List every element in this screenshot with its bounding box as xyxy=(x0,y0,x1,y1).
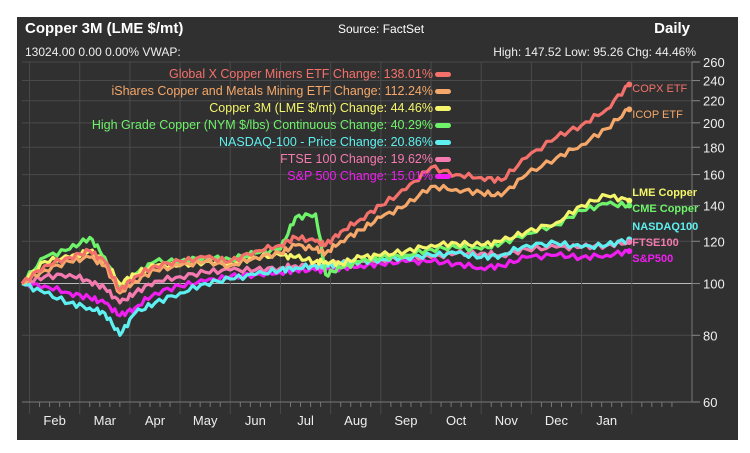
legend-swatch xyxy=(435,106,451,111)
y-tick-label: 200 xyxy=(703,116,725,131)
x-tick-label: Sep xyxy=(394,413,417,428)
legend-swatch xyxy=(435,157,451,162)
x-tick-label: Jul xyxy=(297,413,314,428)
y-tick-label: 60 xyxy=(703,395,717,410)
y-tick-label: 240 xyxy=(703,74,725,89)
legend-entry[interactable]: iShares Copper and Metals Mining ETF Cha… xyxy=(111,84,433,98)
y-tick-label: 160 xyxy=(703,168,725,183)
quote-line: 13024.00 0.00 0.00% VWAP: xyxy=(25,45,181,59)
series-end-label: CME Copper xyxy=(632,203,699,215)
source-label: Source: FactSet xyxy=(338,22,425,36)
x-tick-label: Oct xyxy=(446,413,467,428)
y-tick-label: 140 xyxy=(703,199,725,214)
legend-swatch xyxy=(435,123,451,128)
x-tick-label: Dec xyxy=(545,413,569,428)
x-tick-label: Feb xyxy=(43,413,65,428)
series-end-dot xyxy=(626,197,633,204)
series-end-dot xyxy=(626,239,633,246)
y-tick-label: 260 xyxy=(703,55,725,70)
series-end-label: NASDAQ100 xyxy=(632,221,698,233)
series-end-label: FTSE100 xyxy=(632,237,678,249)
series-end-dot xyxy=(626,81,633,88)
legend-swatch xyxy=(435,174,451,179)
series-end-label: LME Copper xyxy=(632,187,697,199)
legend-entry[interactable]: Copper 3M (LME $/mt) Change: 44.46% xyxy=(209,101,433,115)
x-tick-label: Nov xyxy=(495,413,519,428)
chart-title: Copper 3M (LME $/mt) xyxy=(25,20,184,37)
series-end-label: S&P500 xyxy=(632,253,673,265)
series-end-label: ICOP ETF xyxy=(632,109,683,121)
y-tick-label: 180 xyxy=(703,140,725,155)
series-line-nasdaq100 xyxy=(21,238,631,337)
legend-entry[interactable]: FTSE 100 Change: 19.62% xyxy=(280,152,433,166)
legend-swatch xyxy=(435,140,451,145)
x-tick-label: Jun xyxy=(245,413,266,428)
series-end-dot xyxy=(626,248,633,255)
legend-entry[interactable]: Global X Copper Miners ETF Change: 138.0… xyxy=(168,67,433,81)
x-tick-label: May xyxy=(193,413,218,428)
legend-entry[interactable]: S&P 500 Change: 15.01% xyxy=(287,169,433,183)
series-end-dot xyxy=(626,202,633,209)
frequency-label[interactable]: Daily xyxy=(654,20,690,37)
legend-entry[interactable]: High Grade Copper (NYM $/lbs) Continuous… xyxy=(91,118,433,132)
y-tick-label: 100 xyxy=(703,277,725,292)
stats-line: High: 147.52 Low: 95.26 Chg: 44.46% xyxy=(493,45,696,59)
x-tick-label: Apr xyxy=(145,413,166,428)
chart-panel: Copper 3M (LME $/mt) Source: FactSet Dai… xyxy=(17,17,738,440)
series-line-s-p500 xyxy=(21,248,630,318)
x-tick-label: Jan xyxy=(596,413,617,428)
x-tick-label: Mar xyxy=(94,413,117,428)
series-end-label: COPX ETF xyxy=(632,83,687,95)
legend-swatch xyxy=(435,89,451,94)
series-line-copx-etf xyxy=(20,83,631,293)
x-tick-label: Aug xyxy=(344,413,367,428)
y-tick-label: 220 xyxy=(703,94,725,109)
legend-entry[interactable]: NASDAQ-100 - Price Change: 20.86% xyxy=(219,135,433,149)
line-chart: 60 80 100 120 140 160 180 200 220 240 260 Feb Mar Apr… xyxy=(20,55,725,428)
series-end-dot xyxy=(626,106,633,113)
y-tick-label: 120 xyxy=(703,234,725,249)
y-tick-label: 80 xyxy=(703,328,717,343)
legend-swatch xyxy=(435,72,451,77)
